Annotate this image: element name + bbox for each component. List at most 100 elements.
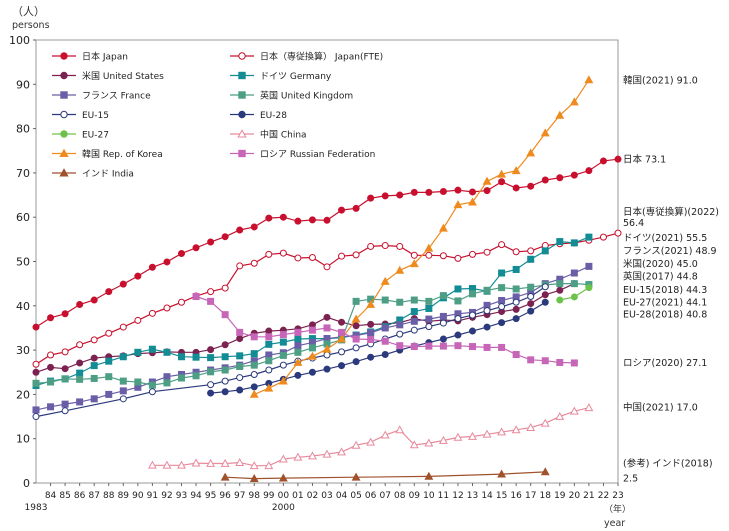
data-point [526,148,536,157]
data-point [585,284,593,292]
data-point [556,359,564,367]
legend-marker [60,52,68,60]
data-point [338,348,346,356]
data-point [76,341,84,349]
data-point [556,238,564,246]
data-point [439,188,447,196]
data-point [279,213,287,221]
data-point [352,251,360,259]
legend-item: 中国 China [230,129,307,141]
data-point [498,296,506,304]
data-point [454,331,462,339]
x-tick-label: 06 [365,491,377,501]
data-point [323,263,331,271]
data-point [61,375,69,383]
data-point [148,381,156,389]
data-point [221,366,229,374]
data-point [323,324,331,332]
legend-item: EU-15 [52,110,109,121]
x-tick-label: 92 [161,491,172,501]
data-point [512,265,520,273]
data-point [381,242,389,250]
data-point [207,368,215,376]
data-point [265,333,273,341]
data-point [119,377,127,385]
data-point [32,413,40,421]
data-point [322,344,332,353]
data-point [119,387,127,395]
x-tick-label: 00 [278,491,290,501]
x-tick-label: 94 [190,491,202,501]
data-point [134,316,142,324]
data-point [308,344,316,352]
data-point [236,362,244,370]
x-tick-label: 19 [554,491,566,501]
data-point [32,360,40,368]
data-point [162,460,172,469]
x-tick-label: 88 [103,491,115,501]
data-point [147,460,157,469]
data-point [236,328,244,336]
data-point [249,389,259,398]
data-point [308,216,316,224]
x-tick-label: 09 [409,491,421,501]
data-point [527,292,535,300]
data-point [512,298,520,306]
data-point [351,314,361,323]
data-point [220,458,230,467]
data-point [32,406,40,414]
data-point [454,186,462,194]
data-point [323,365,331,373]
data-point [381,337,389,345]
y-unit-label-en: persons [12,20,50,31]
data-point [570,269,578,277]
x-tick-label: 23 [612,491,623,501]
data-point [294,335,302,343]
data-point [454,342,462,350]
data-point [483,248,491,256]
data-point [380,430,390,439]
data-point [265,327,273,335]
data-point [498,303,506,311]
x-tick-label: 84 [45,491,57,501]
data-point [381,296,389,304]
data-point [265,366,273,374]
data-point [337,334,346,343]
data-point [148,263,156,271]
data-point [497,469,507,478]
series-10 [249,75,594,398]
data-point [265,214,273,222]
data-point [294,254,302,262]
data-point [425,297,433,305]
series-line [35,286,546,418]
legend-item: EU-28 [230,110,287,121]
data-point [90,296,98,304]
data-point [367,353,375,361]
data-point [483,187,491,195]
data-point [585,167,593,175]
data-point [527,300,535,308]
data-point [498,284,506,292]
data-point [250,223,258,231]
series-12 [220,467,550,482]
data-point [119,395,127,403]
data-point [236,374,244,382]
data-point [308,351,317,360]
data-point [352,344,360,352]
data-point [483,343,491,351]
x-tick-label: 14 [481,491,493,501]
data-point [294,217,302,225]
x-tick-label: 97 [234,491,245,501]
data-point [410,326,418,334]
series-0 [32,155,622,331]
data-point [76,375,84,383]
data-point [293,357,303,366]
data-point [178,298,185,306]
legend-label: 米国 United States [82,70,164,82]
x-tick-label: 18 [540,491,552,501]
data-point [148,309,156,317]
data-point [469,250,476,258]
data-point [527,255,535,263]
data-point [148,345,156,353]
data-point [322,449,332,458]
